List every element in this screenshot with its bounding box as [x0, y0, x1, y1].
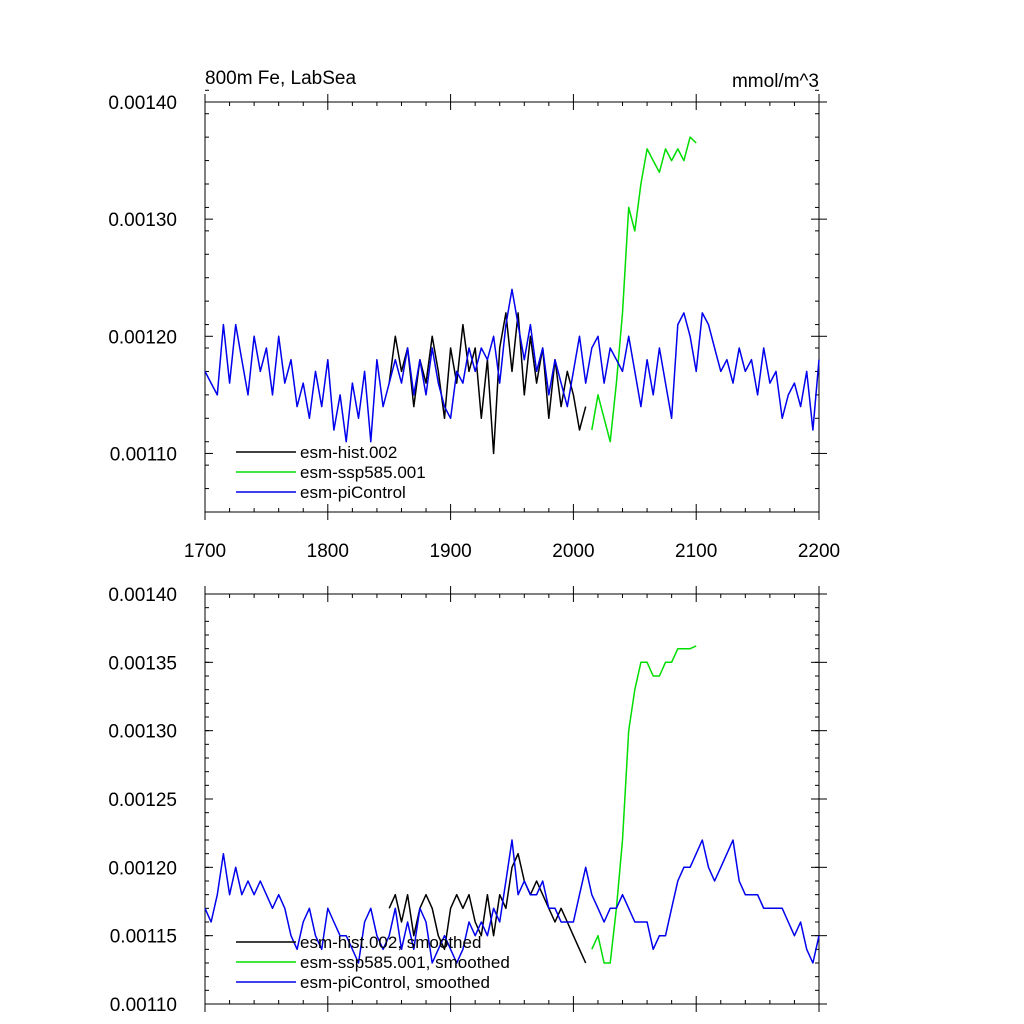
legend-label: esm-piControl [300, 483, 406, 502]
y-tick-label: 0.00110 [110, 995, 177, 1016]
series-line-esm-hist-002 [388, 312, 587, 455]
x-tick-label: 2100 [675, 541, 717, 562]
y-tick-label: 0.00120 [108, 858, 177, 879]
units-label: mmol/m^3 [732, 71, 819, 92]
legend-label: esm-ssp585.001 [300, 463, 426, 482]
y-tick-label: 0.00120 [108, 327, 177, 348]
y-tick-label: 0.00115 [110, 927, 177, 948]
series-line-esm-picontrol [204, 288, 820, 443]
y-tick-label: 0.00130 [108, 722, 177, 743]
bottom-axis-ticks: 0.00110 0.00115 0.00120 0.00125 0.00130 0.001… [108, 585, 827, 1016]
top-series-group [204, 136, 820, 455]
bottom-series-group [204, 645, 820, 964]
y-tick-label: 0.00140 [108, 93, 177, 114]
x-tick-label: 1800 [307, 541, 349, 562]
bottom-plot-frame [204, 593, 820, 1005]
x-tick-label: 2200 [798, 541, 840, 562]
top-panel: 800m Fe, LabSea mmol/m^3 1700 1800 1900 200… [108, 68, 840, 562]
legend-label: esm-hist.002 [300, 443, 397, 462]
series-line-esm-ssp585-001 [591, 136, 697, 443]
series-line-esm-ssp585-001-smoothed [591, 645, 697, 964]
y-tick-label: 0.00110 [110, 444, 177, 465]
chart-title: 800m Fe, LabSea [205, 68, 356, 89]
y-tick-label: 0.00135 [108, 653, 177, 674]
x-tick-label: 1700 [184, 541, 226, 562]
x-tick-label: 2000 [552, 541, 594, 562]
legend-label: esm-ssp585.001, smoothed [300, 953, 510, 972]
legend-label: esm-piControl, smoothed [300, 973, 490, 992]
x-tick-label: 1900 [429, 541, 471, 562]
y-tick-label: 0.00130 [108, 210, 177, 231]
series-line-esm-hist-002-smoothed [388, 852, 587, 964]
legend-label: esm-hist.002, smoothed [300, 933, 481, 952]
series-line-esm-picontrol-smoothed [204, 839, 820, 964]
bottom-panel: 0.00110 0.00115 0.00120 0.00125 0.00130 0.001… [108, 585, 827, 1016]
y-tick-label: 0.00125 [108, 790, 177, 811]
top-plot-frame [204, 101, 820, 513]
top-axis-ticks: 1700 1800 1900 2000 2100 2200 0.00110 0.00120 0.… [108, 89, 840, 562]
y-tick-label: 0.00140 [108, 585, 177, 606]
